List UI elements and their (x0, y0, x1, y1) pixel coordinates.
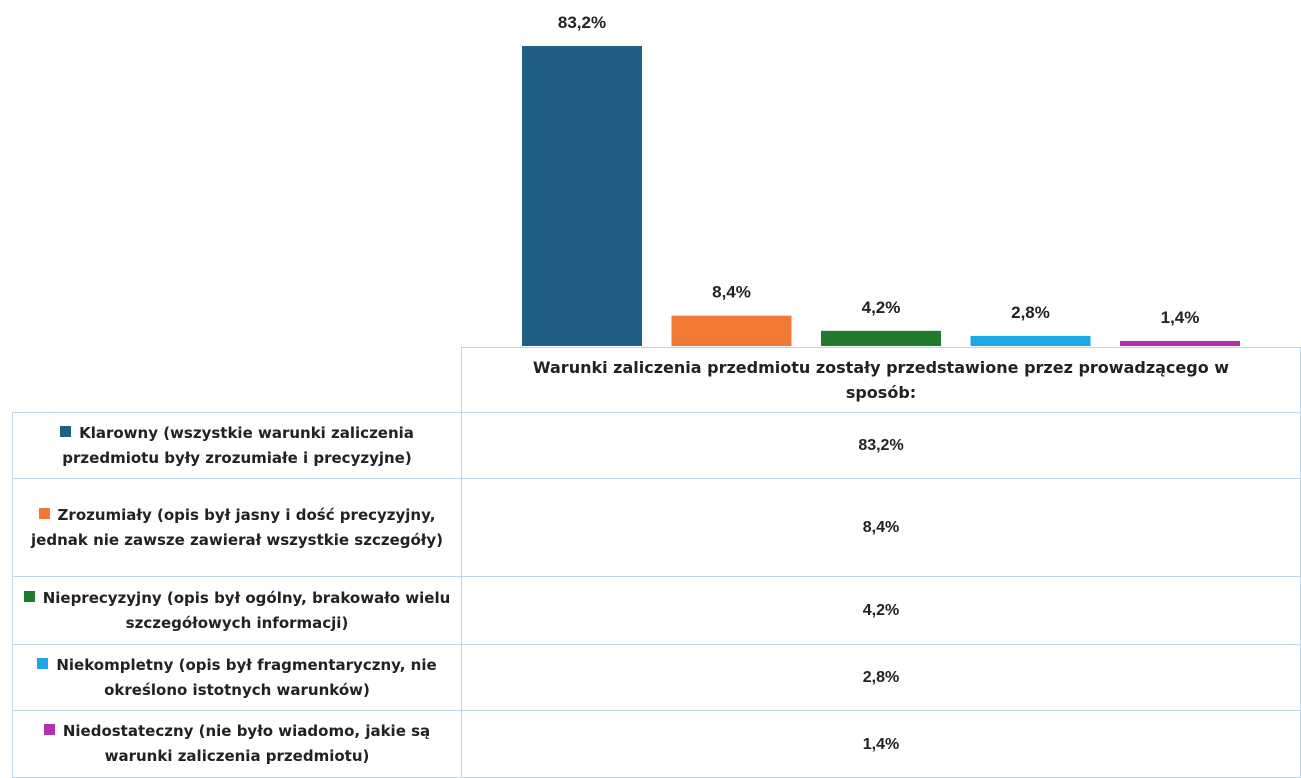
table-value: 2,8% (862, 669, 900, 686)
legend-cell: Klarowny (wszystkie warunki zaliczenia p… (12, 412, 462, 479)
legend-entry: Nieprecyzyjny (opis był ogólny, brakował… (19, 586, 455, 636)
table-header: Warunki zaliczenia przedmiotu zostały pr… (461, 347, 1301, 413)
legend-cell: Niekompletny (opis był fragmentaryczny, … (12, 644, 462, 711)
legend-label: Niedostateczny (nie było wiadomo, jakie … (62, 722, 431, 765)
table-value: 1,4% (862, 735, 900, 753)
bar (671, 315, 792, 346)
data-label: 83,2% (558, 13, 606, 32)
value-cell: 4,2% (461, 576, 1301, 645)
data-label: 2,8% (1011, 303, 1050, 322)
value-cell: 83,2% (461, 412, 1301, 479)
bar (970, 335, 1091, 346)
data-label: 4,2% (862, 298, 901, 317)
legend-entry: Niedostateczny (nie było wiadomo, jakie … (19, 719, 455, 769)
legend-key (43, 724, 55, 735)
legend-entry: Klarowny (wszystkie warunki zaliczenia p… (19, 421, 455, 471)
value-cell: 1,4% (461, 710, 1301, 778)
legend-cell: Niedostateczny (nie było wiadomo, jakie … (12, 710, 462, 778)
bar (522, 46, 642, 346)
data-label: 8,4% (712, 283, 751, 302)
legend-key (38, 507, 50, 519)
legend-key (60, 425, 72, 437)
legend-key (23, 590, 35, 602)
table-value: 8,4% (862, 519, 900, 536)
table-value: 4,2% (862, 602, 900, 619)
legend-entry: Niekompletny (opis był fragmentaryczny, … (19, 653, 455, 703)
bar (1120, 340, 1240, 346)
value-cell: 8,4% (461, 478, 1301, 577)
legend-label: Niekompletny (opis był fragmentaryczny, … (56, 655, 437, 699)
legend-label: Zrozumiały (opis był jasny i dość precyz… (31, 505, 443, 549)
legend-entry: Zrozumiały (opis był jasny i dość precyz… (19, 503, 455, 553)
value-cell: 2,8% (461, 644, 1301, 711)
data-label: 1,4% (1161, 308, 1200, 327)
legend-cell: Zrozumiały (opis był jasny i dość precyz… (12, 478, 462, 577)
legend-label: Nieprecyzyjny (opis był ogólny, brakował… (42, 588, 451, 632)
legend-label: Klarowny (wszystkie warunki zaliczenia p… (62, 423, 414, 467)
category-label: Warunki zaliczenia przedmiotu zostały pr… (532, 358, 1230, 402)
legend-cell: Nieprecyzyjny (opis był ogólny, brakował… (12, 576, 462, 645)
table-value: 83,2% (858, 437, 904, 454)
bar (821, 330, 941, 346)
legend-key (37, 657, 49, 669)
